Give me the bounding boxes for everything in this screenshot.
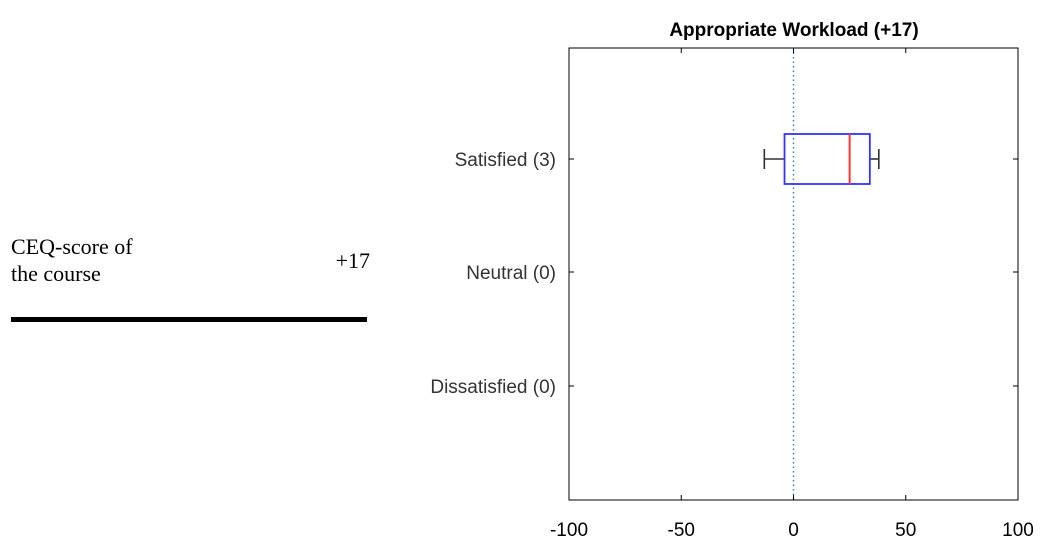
chart-title: Appropriate Workload (+17)	[669, 20, 918, 41]
y-category-label: Dissatisfied (0)	[430, 377, 556, 398]
iqr-box	[783, 133, 871, 185]
x-tick-label: -100	[550, 520, 588, 541]
x-tick-label: 50	[895, 520, 916, 541]
ceq-score-panel: CEQ-score of the course +17	[0, 0, 380, 546]
y-category-label: Satisfied (3)	[455, 150, 556, 171]
x-tick-label: 100	[1002, 520, 1034, 541]
x-tick-label: 0	[788, 520, 799, 541]
x-tick-label: -50	[668, 520, 695, 541]
score-divider	[11, 317, 367, 322]
ceq-score-value: +17	[335, 248, 370, 273]
ceq-score-label: CEQ-score of the course	[11, 234, 133, 286]
chart-svg: Appropriate Workload (+17) -100 -50 0 50 100…	[430, 20, 1034, 541]
boxplot-chart: Appropriate Workload (+17) -100 -50 0 50 100…	[370, 0, 1041, 546]
y-category-label: Neutral (0)	[466, 263, 556, 284]
